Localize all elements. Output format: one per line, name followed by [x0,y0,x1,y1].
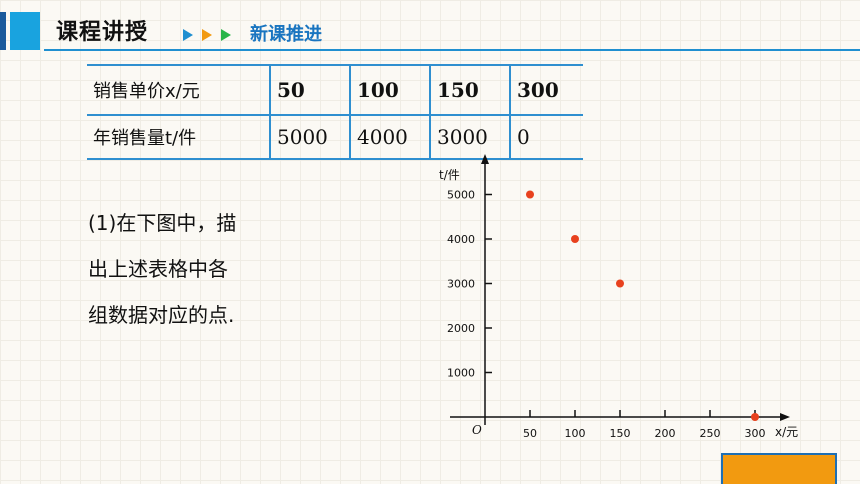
y-tick-label: 3000 [447,278,475,291]
x-tick-label: 100 [565,427,586,440]
triangle-right-icon [202,29,212,41]
origin-label: O [472,423,482,437]
y-tick-label: 2000 [447,322,475,335]
x-tick-label: 200 [655,427,676,440]
table-cell: 300 [509,64,583,116]
header-divider [44,49,860,51]
x-tick-label: 150 [610,427,631,440]
table-cell: 50 [269,64,350,116]
question-line: 出上述表格中各 [88,257,228,281]
row-label: 年销售量t/件 [87,115,270,160]
x-tick-label: 300 [745,427,766,440]
x-tick-label: 250 [700,427,721,440]
data-point [751,413,759,421]
y-tick-label: 1000 [447,367,475,380]
question-line: (1)在下图中，描 [88,211,237,235]
table-cell: 4000 [349,115,430,160]
section-title: 课程讲授 [56,20,149,45]
header-accent-bar-dark [0,12,6,50]
data-table: 销售单价x/元 50 100 150 300 年销售量t/件 5000 4000… [87,64,583,160]
table-row: 年销售量t/件 5000 4000 3000 0 [87,115,583,160]
x-axis-arrow-icon [780,413,790,421]
table-cell: 0 [509,115,583,160]
question-text: (1)在下图中，描 出上述表格中各 组数据对应的点. [88,200,236,338]
table-row: 销售单价x/元 50 100 150 300 [87,64,583,116]
table-cell: 3000 [429,115,510,160]
y-axis-label: t/件 [439,168,460,182]
header-accent-bar-light [10,12,40,50]
x-tick-label: 50 [523,427,537,440]
triangle-right-icon [221,29,231,41]
data-point [616,279,624,288]
row-label: 销售单价x/元 [87,64,270,116]
y-tick-label: 4000 [447,233,475,246]
y-axis-arrow-icon [481,154,489,164]
triangle-right-icon [183,29,193,41]
data-point [571,235,579,243]
scatter-plot: Ot/件 x/元 50 100 150 200 250 300 1000 2000 3000 4000… [439,154,798,440]
x-axis-label: x/元 [775,425,798,439]
table-cell: 150 [429,64,510,116]
question-line: 组数据对应的点. [88,303,235,327]
table-cell: 5000 [269,115,350,160]
y-tick-label: 5000 [447,189,475,202]
data-point [526,190,534,199]
section-subtitle: 新课推进 [250,24,322,45]
orange-button-decoration [721,453,837,484]
table-cell: 100 [349,64,430,116]
